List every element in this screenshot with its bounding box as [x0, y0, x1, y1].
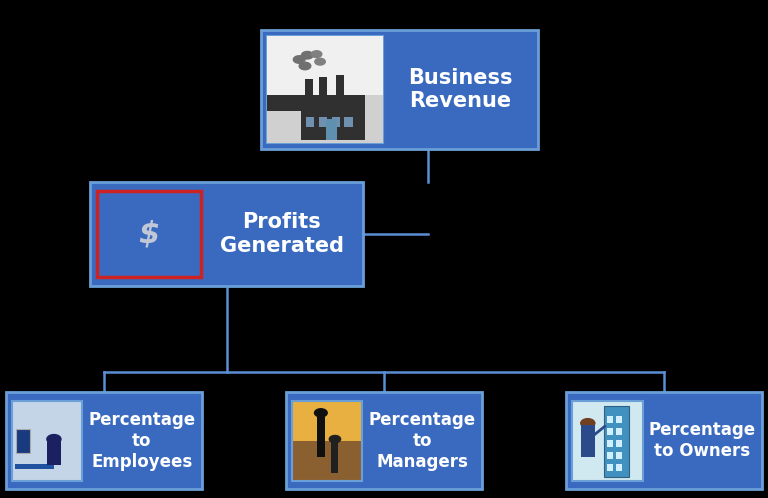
Bar	[616, 440, 622, 447]
Text: Profits
Generated: Profits Generated	[220, 213, 344, 255]
Bar	[326, 119, 337, 140]
Circle shape	[311, 51, 322, 58]
FancyBboxPatch shape	[6, 392, 201, 489]
Circle shape	[302, 51, 313, 59]
Bar	[581, 425, 595, 457]
Bar	[607, 428, 613, 435]
Bar	[616, 416, 622, 423]
Bar	[12, 401, 82, 481]
Bar	[305, 79, 313, 103]
Bar	[336, 75, 345, 98]
Text: Business
Revenue: Business Revenue	[408, 68, 512, 111]
Bar	[604, 406, 629, 477]
Bar	[292, 401, 362, 441]
Text: $: $	[138, 220, 160, 249]
Circle shape	[329, 435, 340, 443]
Bar	[607, 464, 613, 471]
Bar	[616, 464, 622, 471]
Bar	[616, 428, 622, 435]
Bar	[266, 36, 382, 143]
Bar	[572, 401, 643, 481]
Bar	[292, 401, 362, 481]
FancyBboxPatch shape	[91, 182, 362, 286]
Bar	[332, 442, 339, 473]
Bar	[607, 416, 613, 423]
Bar	[97, 191, 200, 277]
Bar	[292, 441, 362, 481]
Circle shape	[315, 58, 326, 65]
Bar	[607, 440, 613, 447]
Bar	[266, 95, 302, 111]
Bar	[319, 77, 327, 101]
Circle shape	[300, 62, 311, 70]
Bar	[332, 117, 339, 127]
Bar	[15, 464, 54, 469]
Text: Percentage
to Owners: Percentage to Owners	[649, 421, 756, 460]
Text: Percentage
to
Employees: Percentage to Employees	[88, 411, 195, 471]
Bar	[266, 95, 382, 143]
Bar	[266, 36, 382, 95]
Bar	[616, 452, 622, 459]
Circle shape	[581, 419, 595, 428]
Bar	[306, 117, 314, 127]
Bar	[316, 417, 325, 457]
Bar	[319, 117, 327, 127]
Bar	[302, 95, 366, 140]
FancyBboxPatch shape	[286, 392, 482, 489]
Bar	[345, 117, 353, 127]
Bar	[16, 429, 30, 453]
Circle shape	[47, 435, 61, 444]
Bar	[607, 452, 613, 459]
FancyBboxPatch shape	[261, 30, 538, 149]
Text: Percentage
to
Managers: Percentage to Managers	[369, 411, 475, 471]
Circle shape	[315, 409, 327, 417]
FancyBboxPatch shape	[567, 392, 762, 489]
Circle shape	[293, 56, 305, 63]
Bar	[47, 441, 61, 465]
